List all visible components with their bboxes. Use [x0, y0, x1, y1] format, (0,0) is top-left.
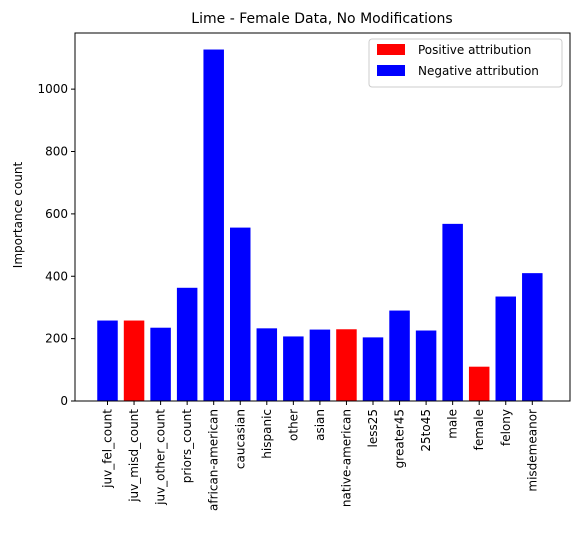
- bar-hispanic: [256, 328, 278, 401]
- bar-african-american: [203, 49, 224, 401]
- x-tick-label: less25: [366, 409, 380, 448]
- x-axis-ticks: juv_fel_count juv_misd_count juv_other_cou…: [101, 401, 539, 511]
- x-tick-label: native-american: [339, 409, 353, 507]
- legend-label-negative: Negative attribution: [418, 64, 539, 78]
- bar-less25: [362, 337, 384, 401]
- x-tick-label: juv_misd_count: [127, 409, 141, 503]
- bar-misdemeanor: [522, 273, 543, 401]
- legend-swatch-negative: [377, 65, 405, 76]
- x-tick-label: african-american: [207, 409, 221, 511]
- bar-25to45: [415, 330, 437, 401]
- bar-priors_count: [176, 287, 198, 401]
- y-tick-label: 600: [45, 207, 68, 221]
- bar-other: [283, 336, 304, 401]
- plot-frame: [74, 32, 571, 402]
- bars-group: [97, 49, 543, 401]
- y-tick-label: 400: [45, 269, 68, 283]
- x-tick-label: female: [472, 409, 486, 450]
- y-tick-label: 1000: [37, 82, 68, 96]
- legend-swatch-positive: [377, 44, 405, 55]
- bar-juv_fel_count: [97, 320, 118, 401]
- x-tick-label: juv_other_count: [154, 409, 168, 506]
- x-tick-label: other: [286, 409, 300, 441]
- x-tick-label: felony: [499, 409, 513, 446]
- bar-greater45: [389, 310, 410, 401]
- x-tick-label: misdemeanor: [525, 409, 539, 492]
- y-tick-label: 0: [60, 394, 68, 408]
- chart-title: Lime - Female Data, No Modifications: [191, 11, 452, 27]
- bar-caucasian: [230, 227, 251, 401]
- x-tick-label: greater45: [393, 409, 407, 468]
- legend: Positive attribution Negative attribution: [368, 38, 563, 88]
- bar-juv_other_count: [150, 327, 171, 401]
- bar-asian: [309, 329, 331, 401]
- x-tick-label: male: [446, 409, 460, 439]
- bar-juv_misd_count: [123, 320, 145, 401]
- legend-box: [368, 38, 563, 88]
- y-tick-label: 800: [45, 145, 68, 159]
- y-axis-label: Importance count: [11, 161, 25, 268]
- legend-label-positive: Positive attribution: [418, 43, 531, 57]
- x-tick-label: hispanic: [260, 409, 274, 459]
- bar-felony: [495, 296, 516, 401]
- x-tick-label: juv_fel_count: [101, 409, 115, 489]
- y-axis-ticks: 0 200 400 600 800 1000: [37, 82, 75, 408]
- x-tick-label: 25to45: [419, 409, 433, 452]
- bar-native-american: [336, 329, 357, 401]
- x-tick-label: caucasian: [233, 409, 247, 469]
- bar-male: [442, 223, 463, 401]
- y-tick-label: 200: [45, 332, 68, 346]
- x-tick-label: asian: [313, 409, 327, 441]
- x-tick-label: priors_count: [180, 409, 194, 484]
- bar-female: [468, 366, 490, 401]
